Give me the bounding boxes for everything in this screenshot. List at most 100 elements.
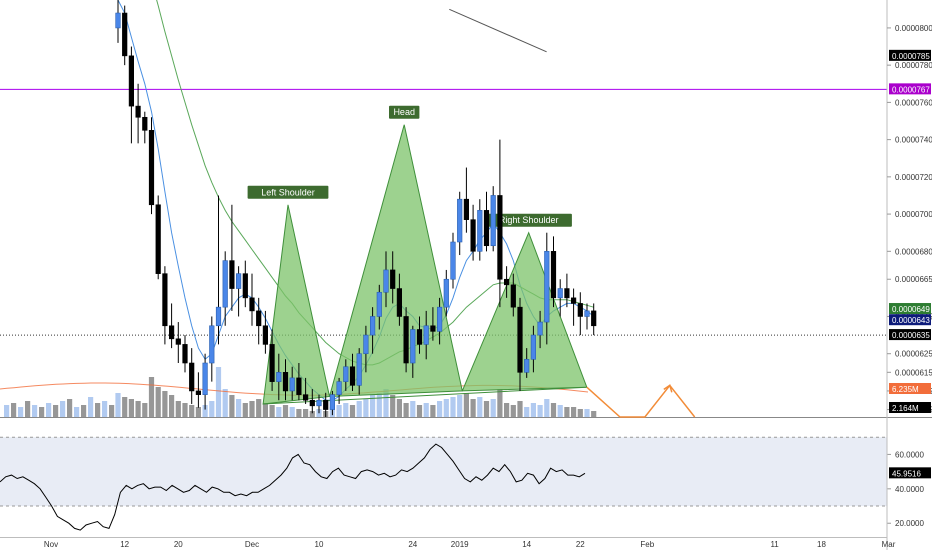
candle-body [155, 204, 161, 274]
volume-bar [443, 399, 449, 417]
candle [155, 195, 161, 280]
candle-body [477, 210, 483, 252]
volume-bar [88, 397, 94, 417]
candle-body [510, 284, 516, 308]
candle [343, 359, 349, 391]
volume-bar [343, 403, 349, 417]
candle [584, 303, 590, 330]
candle [363, 325, 369, 373]
candle-body [289, 377, 295, 392]
volume-bar [577, 409, 583, 417]
volume-bar [95, 403, 101, 417]
candle-body [410, 329, 416, 364]
candle [215, 195, 222, 345]
volume-bar [4, 405, 10, 417]
candle-body [316, 399, 322, 407]
volume-bar [148, 377, 155, 417]
price-tick-label: 0.0000740 [895, 136, 932, 145]
time-axis-label: Feb [640, 540, 654, 549]
volume-bar [564, 407, 570, 417]
candle-body [195, 390, 202, 395]
candle-body [262, 325, 269, 345]
candle [115, 0, 121, 43]
volume-bar [256, 399, 262, 417]
left-shoulder-label-bg [247, 185, 329, 199]
volume-bar [242, 403, 248, 417]
candle-body [189, 362, 195, 392]
head-label-bg [389, 105, 420, 119]
candle [209, 316, 215, 382]
time-axis-label: 2019 [451, 540, 469, 549]
candle [517, 297, 523, 391]
time-axis-label: 24 [408, 540, 417, 549]
candle-body [302, 394, 309, 401]
volume-bar [169, 395, 175, 417]
candle-body [591, 310, 597, 327]
rsi-badge-label: 45.9516 [892, 469, 921, 478]
price-badge [889, 314, 931, 326]
price-tick-label: 0.0000680 [895, 247, 932, 256]
candle [510, 273, 516, 317]
candles-layer[interactable] [115, 0, 597, 417]
candle [577, 292, 583, 336]
candle-body [363, 334, 369, 355]
candle [142, 111, 148, 144]
candle-body [256, 310, 262, 327]
candle-body [490, 195, 496, 247]
candle [430, 307, 436, 341]
candle-body [503, 278, 510, 286]
time-axis-label: 11 [770, 540, 779, 549]
candle [524, 348, 530, 378]
candle-body [564, 288, 570, 299]
volume-bar [115, 393, 121, 417]
candle [564, 273, 570, 308]
volume-bar [470, 399, 476, 417]
volume-bar [510, 405, 516, 417]
volume-bar [383, 389, 389, 417]
volume-bar [410, 401, 416, 417]
candle-body [276, 372, 282, 382]
volume-bar [162, 391, 168, 417]
candle [369, 307, 376, 354]
candle-body [530, 334, 536, 360]
candle [383, 251, 389, 308]
volume-bar [497, 389, 503, 417]
time-axis[interactable]: Nov1220Dec102420191422Feb1118Mar11 [0, 537, 932, 550]
volume-bar [175, 401, 181, 417]
volume-bar [430, 405, 436, 417]
candle-body [450, 241, 456, 280]
candle-body [222, 260, 228, 308]
candle-body [309, 399, 315, 407]
volume-bar [544, 399, 550, 417]
candle [557, 279, 563, 317]
volume-bar [102, 401, 108, 417]
candle-body [229, 260, 235, 289]
candle [276, 353, 282, 401]
candle [189, 348, 195, 404]
candle-body [544, 251, 550, 323]
candle [122, 5, 128, 66]
price-badge [889, 303, 931, 315]
candle-body [470, 219, 476, 252]
volume-bar [229, 395, 235, 417]
candle-body [436, 306, 443, 332]
candle [403, 307, 409, 373]
volume-bar [128, 399, 134, 417]
volume-bar [155, 387, 161, 417]
volume-bar [195, 407, 201, 417]
candle-body [403, 316, 409, 364]
volume-bar [450, 397, 456, 417]
candle [390, 251, 396, 304]
volume-bar [109, 405, 115, 417]
volume-bar [60, 401, 66, 417]
price-axis[interactable]: 0.0000800 0.0000780 0.0000760 0.0000740 0.00… [886, 0, 932, 550]
candle-body [329, 394, 336, 410]
right-shoulder-label-bg [485, 213, 572, 227]
right-shoulder-label: Right Shoulder [499, 215, 559, 225]
time-axis-label: 14 [522, 540, 531, 549]
volume-bar [209, 401, 215, 417]
candle [329, 390, 336, 416]
time-axis-label: Dec [245, 540, 259, 549]
price-badge [889, 83, 931, 95]
